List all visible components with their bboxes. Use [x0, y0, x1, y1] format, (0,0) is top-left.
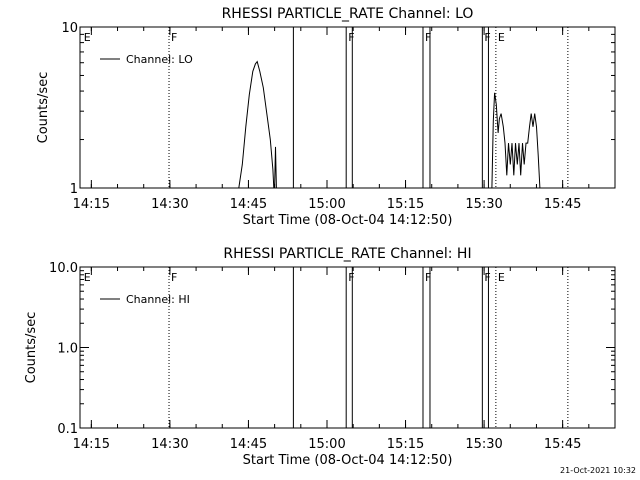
footer-date: 21-Oct-2021 10:32: [560, 466, 636, 475]
x-tick-label: 14:15: [73, 197, 110, 212]
y-tick-label: 10.0: [49, 261, 78, 276]
y-tick-label: 10: [61, 21, 78, 36]
x-tick-label: 15:00: [308, 437, 345, 452]
event-marker-label: E: [84, 271, 91, 284]
x-tick-label: 15:45: [544, 437, 581, 452]
event-marker-label: F: [425, 271, 431, 284]
plot-frame: [79, 26, 616, 189]
event-marker-label: E: [498, 31, 505, 44]
x-tick-label: 15:15: [387, 197, 424, 212]
x-tick-label: 15:30: [465, 437, 502, 452]
x-tick-label: 14:30: [151, 437, 188, 452]
x-axis-label: Start Time (08-Oct-04 14:12:50): [243, 453, 453, 468]
y-tick-label: 1.0: [57, 342, 78, 357]
y-axis-label: Counts/sec: [36, 72, 51, 144]
event-marker-label: F: [348, 31, 354, 44]
series-line: [238, 60, 541, 189]
chart-title: RHESSI PARTICLE_RATE Channel: LO: [222, 6, 474, 22]
y-tick-label: 1: [70, 182, 78, 197]
event-marker-label: F: [348, 271, 354, 284]
x-tick-label: 14:45: [230, 197, 267, 212]
legend-label: Channel: LO: [126, 53, 193, 66]
x-tick-label: 14:45: [230, 437, 267, 452]
event-marker-label: F: [484, 31, 490, 44]
legend-label: Channel: HI: [126, 293, 190, 306]
x-tick-label: 15:00: [308, 197, 345, 212]
y-tick-label: 0.1: [57, 422, 78, 437]
event-marker-label: F: [171, 271, 177, 284]
event-marker-label: F: [484, 271, 490, 284]
chart-title: RHESSI PARTICLE_RATE Channel: HI: [223, 246, 471, 262]
x-tick-label: 14:30: [151, 197, 188, 212]
event-marker-label: F: [171, 31, 177, 44]
x-tick-label: 15:30: [465, 197, 502, 212]
event-marker-label: E: [84, 31, 91, 44]
event-marker-label: E: [498, 271, 505, 284]
x-axis-label: Start Time (08-Oct-04 14:12:50): [243, 213, 453, 228]
event-marker-label: F: [425, 31, 431, 44]
plot-frame: [79, 266, 616, 429]
y-axis-label: Counts/sec: [24, 312, 39, 384]
x-tick-label: 14:15: [73, 437, 110, 452]
x-tick-label: 15:45: [544, 197, 581, 212]
x-tick-label: 15:15: [387, 437, 424, 452]
